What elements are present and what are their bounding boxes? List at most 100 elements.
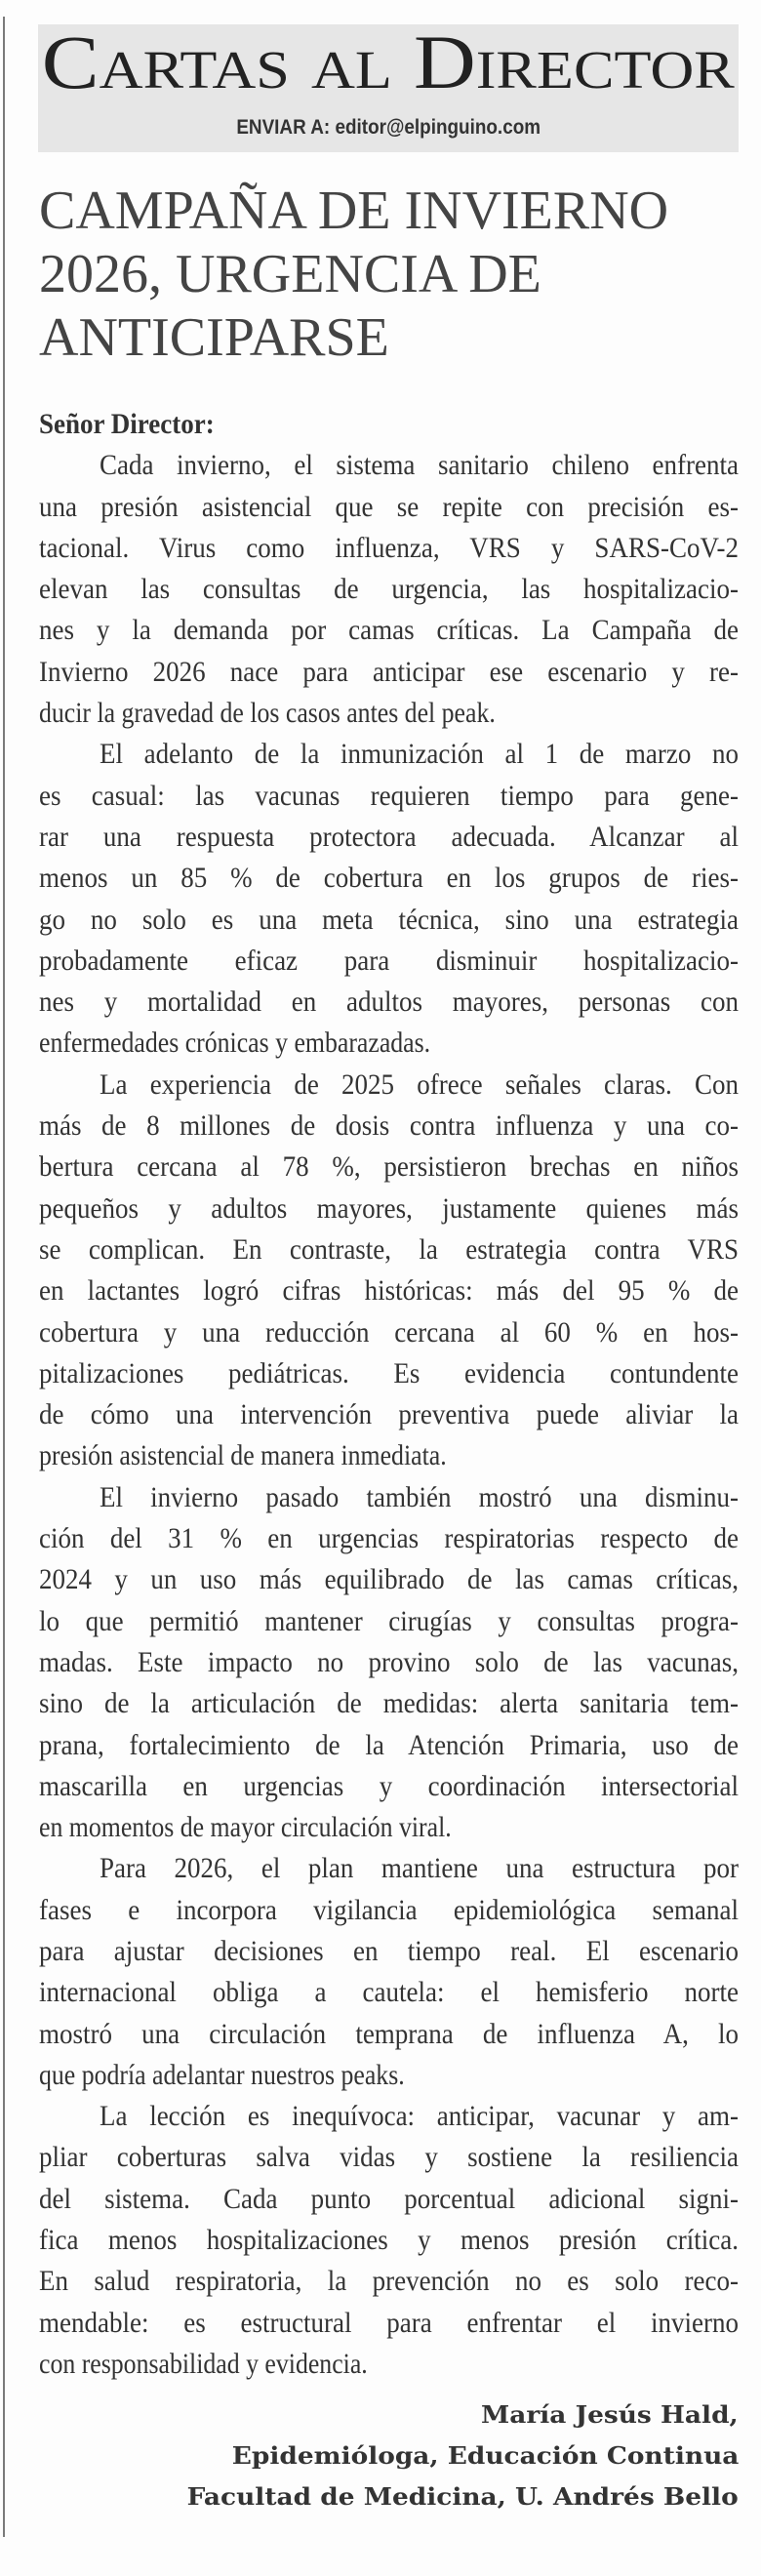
text-line-content: fases e incorpora vigilancia epidemiológ… <box>39 1893 739 1926</box>
text-line: enfermedades crónicas y embarazadas. <box>39 1023 739 1064</box>
text-line: con responsabilidad y evidencia. <box>39 2344 739 2385</box>
text-line: mostró una circulación temprana de influ… <box>39 2014 739 2055</box>
text-line-content: 2024 y un uso más equilibrado de las cam… <box>39 1563 739 1596</box>
text-line: fases e incorpora vigilancia epidemiológ… <box>39 1890 739 1931</box>
text-line: mascarilla en urgencias y coordinación i… <box>39 1766 739 1807</box>
text-line: En salud respiratoria, la prevención no … <box>39 2261 739 2302</box>
letter-body: Señor Director: Cada invierno, el sistem… <box>39 404 739 2385</box>
text-line-content: en lactantes logró cifras históricas: má… <box>39 1274 739 1308</box>
text-line-content: madas. Este impacto no provino solo de l… <box>39 1645 739 1678</box>
text-line: en momentos de mayor circulación viral. <box>39 1807 739 1848</box>
text-line-content: de cómo una intervención preventiva pued… <box>39 1398 739 1431</box>
paragraph: Para 2026, el plan mantiene una estructu… <box>39 1848 739 2096</box>
paragraph: La lección es inequívoca: anticipar, vac… <box>39 2096 739 2385</box>
section-title: Cartas al Director <box>38 24 739 101</box>
text-line-content: pitalizaciones pediátricas. Es evidencia… <box>39 1356 739 1389</box>
text-line: Cada invierno, el sistema sanitario chil… <box>39 445 739 486</box>
text-line: internacional obliga a cautela: el hemis… <box>39 1972 739 2013</box>
text-line-content: El adelanto de la inmunización al 1 de m… <box>100 738 739 771</box>
text-line: pitalizaciones pediátricas. Es evidencia… <box>39 1353 739 1394</box>
text-line-content: del sistema. Cada punto porcentual adici… <box>39 2182 739 2215</box>
text-line-content: sino de la articulación de medidas: aler… <box>39 1687 739 1720</box>
text-line-content: con responsabilidad y evidencia. <box>39 2347 368 2380</box>
text-line: bertura cercana al 78 %, persistieron br… <box>39 1147 739 1187</box>
text-line-content: mostró una circulación temprana de influ… <box>39 2017 739 2050</box>
text-line: madas. Este impacto no provino solo de l… <box>39 1642 739 1683</box>
send-to-text: ENVIAR A: editor@elpinguino.com <box>236 115 541 139</box>
text-line-content: más de 8 millones de dosis contra influe… <box>39 1109 739 1143</box>
text-line: lo que permitió mantener cirugías y cons… <box>39 1601 739 1642</box>
paragraph: La experiencia de 2025 ofrece señales cl… <box>39 1065 739 1477</box>
send-to-email: ENVIAR A: editor@elpinguino.com <box>38 117 739 138</box>
paragraph: El invierno pasado también mostró una di… <box>39 1477 739 1849</box>
text-line-content: bertura cercana al 78 %, persistieron br… <box>39 1150 739 1184</box>
text-line: La lección es inequívoca: anticipar, vac… <box>39 2096 739 2137</box>
text-line: ción del 31 % en urgencias respiratorias… <box>39 1518 739 1559</box>
text-line: que podría adelantar nuestros peaks. <box>39 2055 739 2096</box>
text-line: más de 8 millones de dosis contra influe… <box>39 1106 739 1147</box>
text-line: El adelanto de la inmunización al 1 de m… <box>39 734 739 775</box>
text-line-content: Invierno 2026 nace para anticipar ese es… <box>39 655 739 688</box>
section-header: Cartas al Director ENVIAR A: editor@elpi… <box>38 24 739 152</box>
text-line-content: una presión asistencial que se repite co… <box>39 490 739 523</box>
text-line: rar una respuesta protectora adecuada. A… <box>39 817 739 858</box>
text-line-content: ducir la gravedad de los casos antes del… <box>39 697 496 730</box>
text-line: para ajustar decisiones en tiempo real. … <box>39 1931 739 1972</box>
text-line-content: nes y mortalidad en adultos mayores, per… <box>39 986 739 1019</box>
text-line-content: rar una respuesta protectora adecuada. A… <box>39 820 739 853</box>
signature: María Jesús Hald, Epidemióloga, Educació… <box>187 2395 739 2517</box>
text-line: una presión asistencial que se repite co… <box>39 487 739 528</box>
text-line-content: Cada invierno, el sistema sanitario chil… <box>100 449 739 482</box>
column-rule <box>3 17 5 2537</box>
text-line-content: mascarilla en urgencias y coordinación i… <box>39 1769 739 1802</box>
text-line: La experiencia de 2025 ofrece señales cl… <box>39 1065 739 1106</box>
text-line-content: en momentos de mayor circulación viral. <box>39 1811 452 1844</box>
text-line: El invierno pasado también mostró una di… <box>39 1477 739 1518</box>
text-line-content: ción del 31 % en urgencias respiratorias… <box>39 1522 739 1555</box>
text-line: pequeños y adultos mayores, justamente q… <box>39 1188 739 1229</box>
headline-line: CAMPAÑA DE INVIERNO <box>39 181 669 241</box>
text-line: fica menos hospitalizaciones y menos pre… <box>39 2220 739 2261</box>
text-line: prana, fortalecimiento de la Atención Pr… <box>39 1725 739 1766</box>
text-line: go no solo es una meta técnica, sino una… <box>39 900 739 941</box>
paragraph: El adelanto de la inmunización al 1 de m… <box>39 734 739 1064</box>
text-line-content: La experiencia de 2025 ofrece señales cl… <box>100 1067 739 1101</box>
text-line: nes y mortalidad en adultos mayores, per… <box>39 982 739 1023</box>
text-line-content: go no solo es una meta técnica, sino una… <box>39 903 739 936</box>
paragraph: Cada invierno, el sistema sanitario chil… <box>39 445 739 734</box>
headline-line: ANTICIPARSE <box>39 307 389 368</box>
text-line: mendable: es estructural para enfrentar … <box>39 2303 739 2344</box>
text-line: Invierno 2026 nace para anticipar ese es… <box>39 652 739 693</box>
text-line-content: se complican. En contraste, la estrategi… <box>39 1232 739 1266</box>
text-line: en lactantes logró cifras históricas: má… <box>39 1270 739 1311</box>
text-line-content: nes y la demanda por camas críticas. La … <box>39 614 739 647</box>
text-line: pliar coberturas salva vidas y sostiene … <box>39 2137 739 2178</box>
text-line: Para 2026, el plan mantiene una estructu… <box>39 1848 739 1889</box>
section-title-text: Cartas al Director <box>42 20 736 104</box>
text-line: elevan las consultas de urgencia, las ho… <box>39 569 739 610</box>
text-line-content: elevan las consultas de urgencia, las ho… <box>39 573 739 606</box>
letter-headline: CAMPAÑA DE INVIERNO 2026, URGENCIA DE AN… <box>39 180 668 370</box>
headline-line: 2026, URGENCIA DE <box>39 244 541 304</box>
text-line-content: presión asistencial de manera inmediata. <box>39 1439 447 1472</box>
text-line: sino de la articulación de medidas: aler… <box>39 1683 739 1724</box>
text-line: de cómo una intervención preventiva pued… <box>39 1394 739 1435</box>
text-line-content: probadamente eficaz para disminuir hospi… <box>39 944 739 977</box>
signature-role: Epidemióloga, Educación Continua <box>231 2441 739 2470</box>
text-line-content: tacional. Virus como influenza, VRS y SA… <box>39 531 739 564</box>
text-line: tacional. Virus como influenza, VRS y SA… <box>39 528 739 569</box>
text-line-content: para ajustar decisiones en tiempo real. … <box>39 1934 739 1967</box>
text-line: cobertura y una reducción cercana al 60 … <box>39 1312 739 1353</box>
text-line-content: que podría adelantar nuestros peaks. <box>39 2058 405 2091</box>
text-line: menos un 85 % de cobertura en los grupos… <box>39 858 739 899</box>
text-line: nes y la demanda por camas críticas. La … <box>39 610 739 651</box>
text-line-content: internacional obliga a cautela: el hemis… <box>39 1976 739 2009</box>
text-line-content: La lección es inequívoca: anticipar, vac… <box>100 2100 739 2133</box>
signature-name: María Jesús Hald, <box>481 2400 739 2429</box>
text-line: ducir la gravedad de los casos antes del… <box>39 693 739 734</box>
text-line-content: menos un 85 % de cobertura en los grupos… <box>39 862 739 895</box>
text-line-content: mendable: es estructural para enfrentar … <box>39 2306 739 2339</box>
text-line: presión asistencial de manera inmediata. <box>39 1435 739 1476</box>
text-line: se complican. En contraste, la estrategi… <box>39 1229 739 1270</box>
signature-institution: Facultad de Medicina, U. Andrés Bello <box>186 2482 739 2511</box>
